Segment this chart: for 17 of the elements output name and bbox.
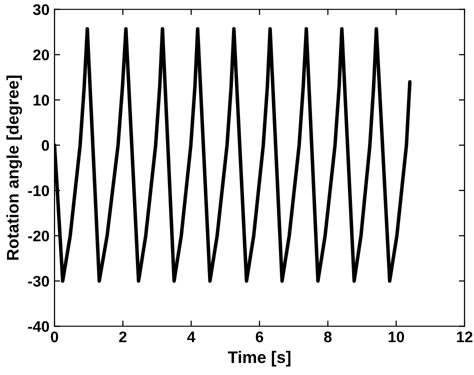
y-tick-label: 0	[42, 140, 50, 151]
x-tick-label: 2	[119, 332, 126, 342]
x-tick-label: 6	[256, 332, 264, 342]
y-tick-label: -10	[28, 185, 50, 196]
y-tick-label: 10	[34, 94, 50, 106]
y-axis-title: Rotation angle [degree]	[6, 76, 22, 260]
x-tick-label: 10	[388, 332, 404, 342]
y-tick-label: -30	[28, 276, 50, 287]
y-tick-label: 30	[33, 4, 50, 16]
y-tick-label: -40	[28, 321, 50, 332]
x-tick-label: 4	[187, 332, 196, 342]
x-tick-label: 0	[50, 332, 58, 342]
x-tick-label: 12	[456, 332, 472, 342]
y-tick-label: 20	[33, 50, 50, 60]
y-tick-label: -20	[28, 230, 50, 242]
x-tick-label: 8	[324, 332, 332, 342]
x-axis-title: Time [s]	[228, 350, 290, 366]
